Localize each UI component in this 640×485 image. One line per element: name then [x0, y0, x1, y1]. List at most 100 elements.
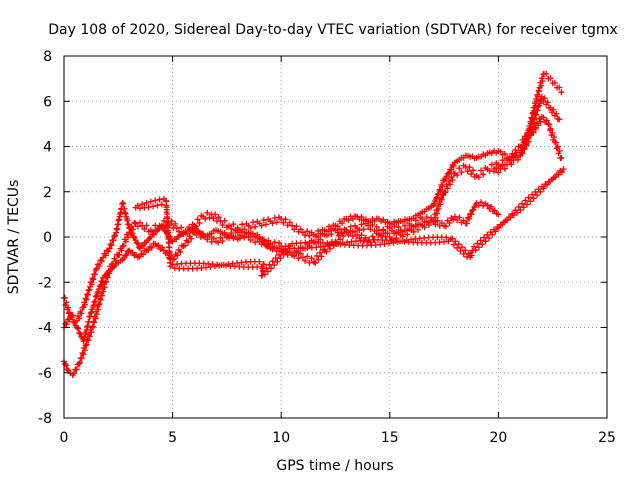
data-point — [446, 220, 453, 227]
data-point — [514, 149, 521, 156]
data-point — [217, 234, 224, 241]
data-point — [449, 235, 456, 242]
data-point — [470, 206, 477, 213]
chart-title: Day 108 of 2020, Sidereal Day-to-day VTE… — [48, 22, 618, 38]
data-point — [74, 324, 81, 331]
data-point — [65, 304, 72, 311]
data-point — [78, 355, 85, 362]
data-point — [510, 212, 517, 219]
data-point — [258, 272, 265, 279]
data-point — [477, 237, 484, 244]
data-point — [107, 241, 114, 248]
x-tick-label: 20 — [489, 430, 507, 446]
data-point — [123, 251, 130, 258]
data-point — [302, 257, 309, 264]
data-layer — [61, 70, 567, 379]
data-point — [100, 288, 107, 295]
data-point — [402, 222, 409, 229]
x-tick-label: 25 — [598, 430, 616, 446]
data-point — [78, 310, 85, 317]
data-point — [457, 248, 464, 255]
data-point — [444, 185, 451, 192]
data-point — [441, 188, 448, 195]
y-tick-label: 2 — [43, 185, 52, 201]
data-point — [77, 330, 84, 337]
data-point — [98, 258, 105, 265]
data-point — [159, 244, 166, 251]
data-point — [468, 211, 475, 218]
data-point — [373, 223, 380, 230]
data-point — [369, 233, 376, 240]
data-point — [297, 226, 304, 233]
data-point — [105, 248, 112, 255]
data-point — [519, 200, 526, 207]
data-point — [206, 214, 213, 221]
data-point — [439, 183, 446, 190]
data-point — [423, 214, 430, 221]
data-point — [120, 200, 127, 207]
data-point — [478, 199, 485, 206]
data-point — [533, 98, 540, 105]
data-point — [120, 242, 127, 249]
data-point — [210, 235, 217, 242]
data-point — [143, 199, 150, 206]
data-point — [91, 319, 98, 326]
data-point — [514, 209, 521, 216]
data-point — [293, 223, 300, 230]
data-point — [247, 224, 254, 231]
series-scattered-points — [132, 166, 567, 279]
data-point — [443, 234, 450, 241]
data-point — [130, 233, 137, 240]
data-point — [133, 239, 140, 246]
y-tick-label: 4 — [43, 140, 52, 156]
data-point — [239, 221, 246, 228]
data-point — [262, 221, 269, 228]
data-point — [202, 215, 209, 222]
data-point — [455, 241, 462, 248]
data-point — [444, 171, 451, 178]
data-point — [479, 241, 486, 248]
data-point — [339, 220, 346, 227]
data-point — [491, 168, 498, 175]
data-point — [458, 169, 465, 176]
data-point — [421, 224, 428, 231]
data-point — [468, 171, 475, 178]
data-point — [89, 323, 96, 330]
data-point — [90, 276, 97, 283]
data-point — [365, 222, 372, 229]
data-point — [274, 258, 281, 265]
data-point — [488, 203, 495, 210]
data-point — [110, 237, 117, 244]
data-point — [316, 249, 323, 256]
data-point — [304, 253, 311, 260]
data-point — [81, 301, 88, 308]
data-point — [95, 306, 102, 313]
data-point — [256, 258, 263, 265]
data-point — [468, 252, 475, 259]
data-point — [61, 294, 68, 301]
data-point — [537, 188, 544, 195]
data-point — [538, 75, 545, 82]
data-point — [273, 219, 280, 226]
data-point — [518, 150, 525, 157]
data-point — [282, 216, 289, 223]
data-point — [85, 337, 92, 344]
data-point — [349, 233, 356, 240]
data-point — [101, 284, 108, 291]
data-point — [356, 227, 363, 234]
data-point — [551, 134, 558, 141]
data-point — [76, 315, 83, 322]
data-point — [111, 233, 118, 240]
data-point — [534, 192, 541, 199]
data-point — [145, 204, 152, 211]
y-tick-label: 6 — [43, 94, 52, 110]
x-tick-label: 15 — [381, 430, 399, 446]
data-point — [271, 262, 278, 269]
data-point — [475, 244, 482, 251]
data-point — [91, 271, 98, 278]
data-point — [97, 296, 104, 303]
data-point — [520, 146, 527, 153]
data-point — [421, 218, 428, 225]
data-point — [558, 169, 565, 176]
data-point — [188, 235, 195, 242]
